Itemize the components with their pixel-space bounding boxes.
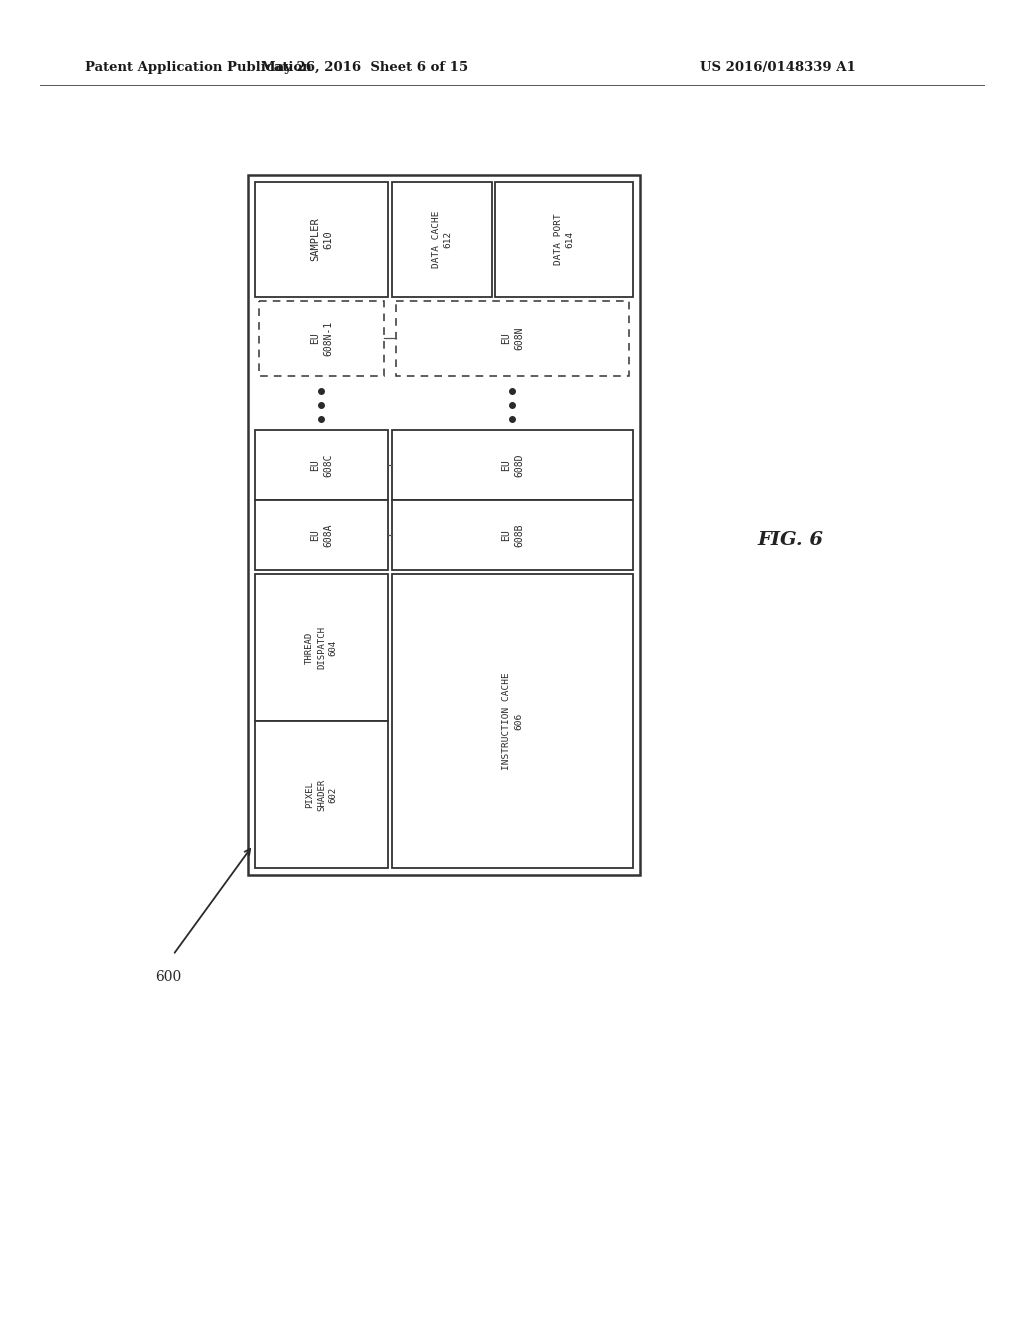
- Text: US 2016/0148339 A1: US 2016/0148339 A1: [700, 62, 856, 74]
- Text: EU
608A: EU 608A: [310, 523, 333, 546]
- Text: SAMPLER
610: SAMPLER 610: [310, 218, 333, 261]
- Bar: [255, 500, 388, 570]
- Bar: [392, 182, 492, 297]
- Text: EU
608N-1: EU 608N-1: [310, 321, 333, 356]
- Bar: [255, 182, 388, 297]
- Bar: [248, 176, 640, 875]
- Bar: [392, 500, 633, 570]
- Text: DATA PORT
614: DATA PORT 614: [554, 214, 574, 265]
- Text: FIG. 6: FIG. 6: [757, 531, 823, 549]
- Bar: [495, 182, 633, 297]
- Text: EU
608C: EU 608C: [310, 453, 333, 477]
- Bar: [392, 574, 633, 869]
- Bar: [392, 430, 633, 500]
- Text: Patent Application Publication: Patent Application Publication: [85, 62, 311, 74]
- Text: EU
608D: EU 608D: [501, 453, 524, 477]
- Text: EU
608N: EU 608N: [501, 327, 524, 350]
- Bar: [255, 574, 388, 721]
- Text: 600: 600: [155, 970, 181, 983]
- Text: EU
608B: EU 608B: [501, 523, 524, 546]
- Text: May 26, 2016  Sheet 6 of 15: May 26, 2016 Sheet 6 of 15: [261, 62, 469, 74]
- Text: PIXEL
SHADER
602: PIXEL SHADER 602: [305, 779, 338, 810]
- Bar: [255, 430, 388, 500]
- Text: INSTRUCTION CACHE
606: INSTRUCTION CACHE 606: [502, 672, 523, 770]
- Text: DATA CACHE
612: DATA CACHE 612: [431, 211, 453, 268]
- Bar: [396, 301, 629, 376]
- Bar: [255, 721, 388, 869]
- Bar: [259, 301, 384, 376]
- Text: THREAD
DISPATCH
604: THREAD DISPATCH 604: [305, 626, 338, 669]
